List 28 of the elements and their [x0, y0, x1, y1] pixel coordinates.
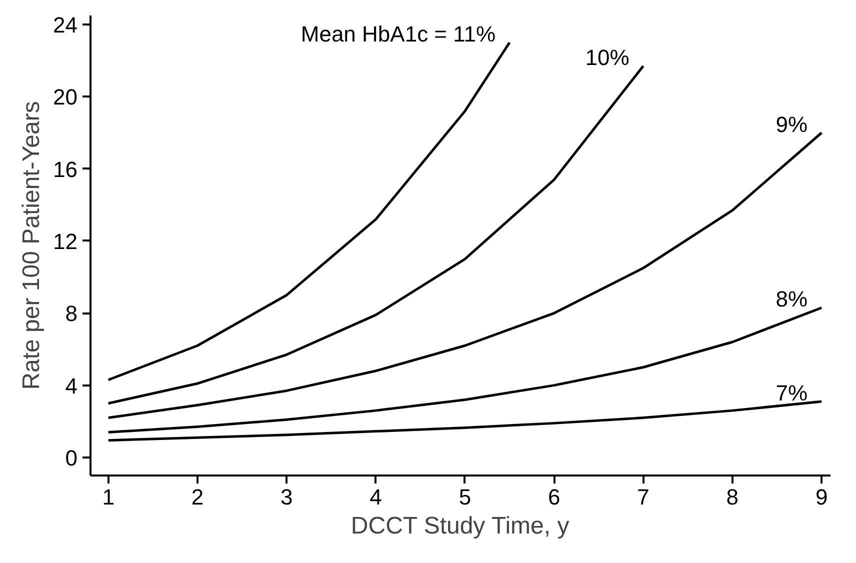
x-tick-label: 1: [102, 484, 114, 510]
series-label: 7%: [776, 380, 808, 406]
y-axis-title: Rate per 100 Patient-Years: [18, 101, 46, 390]
series-label: Mean HbA1c = 11%: [300, 22, 496, 47]
x-tick-label: 5: [458, 484, 472, 510]
series-label: 10%: [585, 45, 630, 70]
y-tick-label: 8: [65, 301, 78, 326]
x-tick-label: 2: [191, 484, 204, 510]
y-tick-label: 4: [65, 373, 78, 398]
x-tick-label: 8: [726, 484, 739, 510]
x-tick-label: 9: [815, 484, 828, 510]
y-tick-label: 20: [53, 84, 78, 110]
x-tick-label: 7: [637, 484, 650, 510]
line-series: [107, 306, 823, 434]
line-series: [107, 41, 511, 382]
x-tick-label: 4: [370, 484, 382, 510]
series-label: 9%: [776, 112, 808, 137]
y-tick-label: 0: [65, 445, 78, 470]
y-tick-label: 24: [53, 12, 78, 38]
y-tick-label: 12: [53, 228, 78, 254]
x-axis-title: DCCT Study Time, y: [350, 512, 570, 540]
line-series: [107, 400, 823, 442]
line-series: [107, 64, 645, 405]
x-tick-label: 6: [548, 484, 560, 510]
y-tick-label: 16: [53, 156, 78, 182]
x-tick-label: 3: [280, 484, 293, 510]
line-series: [107, 132, 823, 420]
series-label: 8%: [776, 286, 808, 312]
